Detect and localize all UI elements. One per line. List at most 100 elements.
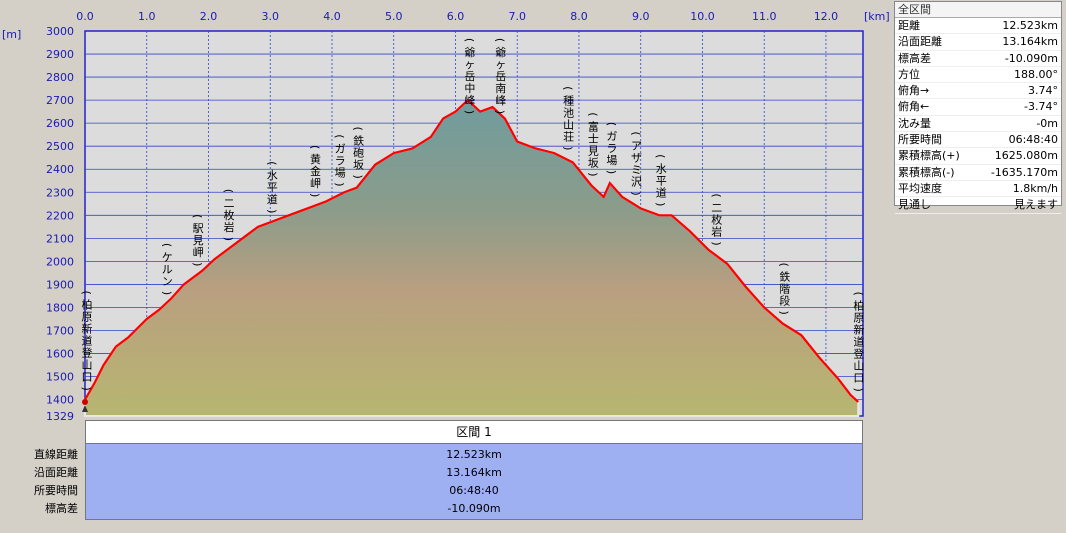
- waypoint-label: (ケルン): [160, 243, 173, 295]
- waypoint-char: (: [654, 154, 667, 158]
- y-tick-label: 1400: [46, 394, 74, 407]
- info-row: 累積標高(+) 1625.080m: [895, 148, 1061, 165]
- waypoint-char: 二: [711, 201, 722, 214]
- waypoint-char: (: [308, 145, 321, 149]
- waypoint-char: 見: [588, 144, 599, 157]
- section-label: 沿面距離: [34, 466, 78, 479]
- section-label: 直線距離: [34, 448, 78, 461]
- y-tick-label: 2800: [46, 71, 74, 84]
- y-tick-label: 1600: [46, 348, 74, 361]
- waypoint-char: ): [222, 237, 235, 241]
- waypoint-char: 山: [853, 360, 864, 373]
- waypoint-char: (: [605, 122, 618, 126]
- waypoint-char: 枚: [224, 208, 235, 222]
- waypoint-char: 水: [656, 162, 667, 175]
- y-tick-label: 1500: [46, 371, 74, 384]
- waypoint-char: 登: [853, 347, 864, 361]
- info-label: 俯角→: [898, 84, 930, 98]
- waypoint-char: (: [191, 214, 204, 218]
- x-tick-label: 0.0: [76, 10, 94, 23]
- waypoint-char: ): [80, 386, 93, 390]
- waypoint-label: (二枚岩): [222, 189, 235, 241]
- waypoint-char: (: [586, 112, 599, 116]
- section-label: 所要時間: [34, 484, 78, 497]
- waypoint-char: ン: [162, 275, 173, 288]
- waypoint-char: ガ: [335, 142, 346, 155]
- info-row: 沈み量 -0m: [895, 116, 1061, 133]
- waypoint-char: ): [654, 202, 667, 206]
- y-tick-label: 2700: [46, 94, 74, 107]
- waypoint-char: 道: [267, 192, 278, 206]
- waypoint-char: 岬: [310, 177, 321, 190]
- waypoint-char: 口: [82, 371, 93, 384]
- x-unit-label: [km]: [864, 10, 890, 23]
- info-label: 見通し: [898, 198, 931, 212]
- info-label: 俯角←: [898, 100, 930, 114]
- waypoint-char: (: [494, 38, 507, 42]
- waypoint-char: ): [265, 209, 278, 213]
- waypoint-char: ヶ: [464, 58, 475, 71]
- waypoint-char: 荘: [563, 130, 574, 143]
- waypoint-char: (: [222, 189, 235, 193]
- section-header[interactable]: 区間 1: [85, 420, 863, 444]
- waypoint-label: (水平道): [265, 161, 278, 213]
- start-marker-icon: [82, 399, 88, 412]
- waypoint-char: 山: [82, 359, 93, 372]
- y-tick-label: 2400: [46, 163, 74, 176]
- info-row: 方位 188.00°: [895, 67, 1061, 84]
- y-tick-label: 2900: [46, 48, 74, 61]
- waypoint-char: 二: [224, 197, 235, 210]
- info-value: 見えます: [1014, 198, 1058, 212]
- x-tick-label: 1.0: [138, 10, 156, 23]
- waypoint-char: 新: [853, 323, 864, 337]
- waypoint-char: ): [586, 172, 599, 176]
- x-tick-label: 3.0: [261, 10, 279, 23]
- waypoint-char: (: [265, 161, 278, 165]
- waypoint-label: (鉄階段): [778, 262, 791, 314]
- waypoint-char: ): [605, 170, 618, 174]
- waypoint-char: ザ: [631, 152, 642, 165]
- waypoint-char: ): [463, 110, 476, 114]
- info-row: 見通し 見えます: [895, 197, 1061, 214]
- info-value: 188.00°: [1014, 67, 1058, 81]
- info-value: 1.8km/h: [1012, 181, 1058, 195]
- waypoint-char: ): [630, 191, 643, 195]
- waypoint-char: 柏: [82, 298, 93, 312]
- y-tick-label: 2300: [46, 186, 74, 199]
- waypoint-char: 峰: [464, 94, 475, 107]
- waypoint-char: 場: [335, 166, 346, 179]
- waypoint-char: 鉄: [779, 270, 790, 284]
- waypoint-char: 爺: [464, 45, 475, 59]
- info-row: 俯角→ 3.74°: [895, 83, 1061, 100]
- section-label: 標高差: [45, 502, 78, 515]
- waypoint-char: ): [562, 146, 575, 150]
- y-tick-label: 2100: [46, 232, 74, 245]
- waypoint-label: (駅見岬): [191, 214, 204, 266]
- x-tick-label: 9.0: [632, 10, 650, 23]
- info-label: 沈み量: [898, 116, 931, 130]
- waypoint-char: ): [710, 241, 723, 245]
- info-title: 全区間: [895, 2, 1061, 18]
- y-unit-label: [m]: [2, 28, 21, 41]
- waypoint-char: 坂: [353, 159, 364, 172]
- info-value: -0m: [1036, 116, 1058, 130]
- waypoint-char: 岩: [711, 224, 722, 238]
- waypoint-char: (: [333, 134, 346, 138]
- waypoint-char: 山: [563, 118, 574, 131]
- waypoint-char: 見: [193, 234, 204, 247]
- waypoint-label: (鉄砲坂): [352, 127, 365, 179]
- y-tick-label: 3000: [46, 25, 74, 38]
- info-row: 累積標高(-) -1635.170m: [895, 165, 1061, 181]
- info-label: 沿面距離: [898, 35, 942, 49]
- x-tick-label: 8.0: [570, 10, 588, 23]
- waypoint-label: (水平道): [654, 154, 667, 206]
- section-value: -10.090m: [447, 502, 501, 515]
- y-tick-label: 1900: [46, 278, 74, 291]
- waypoint-label: (二枚岩): [710, 193, 723, 245]
- info-value: -10.090m: [1004, 51, 1058, 65]
